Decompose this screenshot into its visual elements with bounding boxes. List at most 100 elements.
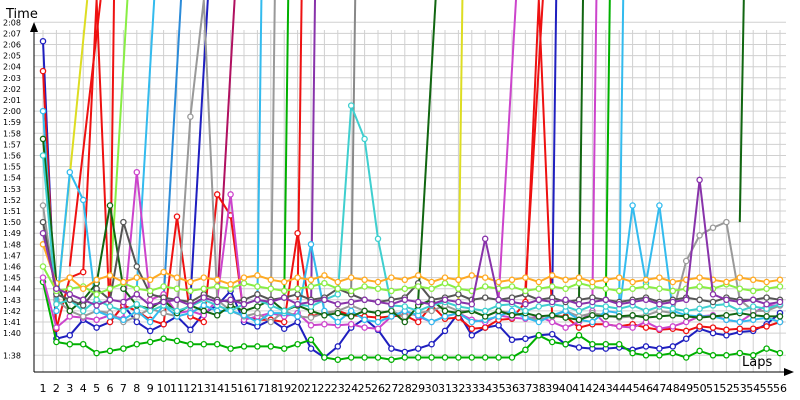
x-tick-label: 43	[599, 382, 613, 395]
data-point	[254, 283, 261, 290]
data-point	[227, 191, 234, 198]
data-point	[495, 296, 502, 304]
data-point	[280, 318, 288, 326]
data-point	[401, 318, 409, 326]
data-point	[294, 340, 301, 348]
data-point	[682, 307, 690, 315]
data-point	[187, 113, 194, 120]
data-point	[106, 285, 114, 292]
data-point	[361, 283, 368, 290]
series-lines	[39, 0, 784, 363]
data-point	[642, 352, 650, 359]
data-point	[39, 107, 47, 115]
data-point	[347, 320, 355, 328]
data-point	[495, 307, 502, 315]
spike-line	[109, 0, 115, 311]
data-point	[776, 283, 784, 290]
data-point	[575, 316, 583, 324]
data-point	[589, 318, 596, 326]
data-point	[736, 325, 744, 332]
data-point	[776, 318, 784, 326]
y-tick-label: 2:06	[3, 41, 21, 50]
data-point	[656, 300, 663, 308]
data-point	[334, 309, 342, 317]
spike-line	[269, 0, 276, 311]
data-point	[481, 307, 489, 315]
data-point	[240, 274, 248, 281]
data-point	[481, 283, 489, 290]
x-tick-label: 19	[277, 382, 291, 395]
data-point	[709, 313, 717, 320]
data-point	[133, 307, 141, 315]
data-point	[388, 307, 395, 315]
data-point	[749, 325, 757, 332]
data-point	[213, 191, 221, 198]
data-point	[763, 300, 770, 308]
data-point	[267, 298, 275, 306]
data-point	[629, 202, 636, 209]
data-point	[602, 285, 610, 292]
data-point	[589, 298, 596, 306]
data-point	[374, 285, 382, 292]
data-point	[656, 352, 663, 359]
data-point	[361, 307, 368, 315]
data-point	[602, 296, 610, 304]
data-point	[79, 196, 87, 204]
data-point	[615, 313, 623, 320]
data-point	[66, 313, 74, 320]
data-point	[656, 325, 663, 332]
data-point	[374, 309, 382, 317]
series-line-8	[39, 102, 784, 315]
x-tick-label: 40	[559, 382, 573, 395]
data-point	[106, 313, 114, 320]
data-point	[428, 300, 435, 308]
data-point	[441, 327, 449, 335]
data-point	[240, 343, 248, 350]
data-point	[709, 329, 717, 337]
data-point	[642, 307, 650, 315]
data-point	[280, 278, 288, 286]
data-point	[682, 313, 690, 320]
x-tick-label: 38	[532, 382, 546, 395]
data-point	[160, 335, 167, 342]
x-tick-label: 2	[53, 382, 60, 395]
data-point	[548, 283, 556, 290]
x-tick-label: 17	[250, 382, 264, 395]
data-point	[200, 294, 208, 301]
data-point	[709, 224, 717, 231]
data-point	[120, 298, 127, 306]
data-point	[227, 307, 234, 315]
x-tick-label: 50	[693, 382, 707, 395]
data-point	[294, 285, 301, 292]
data-point	[93, 324, 100, 331]
data-point	[374, 325, 382, 332]
x-tick-label: 22	[317, 382, 331, 395]
x-axis-arrow	[784, 368, 794, 376]
data-point	[455, 285, 462, 292]
data-point	[39, 135, 47, 143]
data-point	[294, 313, 301, 320]
data-point	[53, 300, 60, 308]
data-point	[602, 276, 610, 284]
data-point	[723, 312, 730, 319]
x-tick-label: 52	[719, 382, 733, 395]
data-point	[93, 276, 100, 284]
data-point	[79, 313, 87, 320]
data-point	[133, 274, 141, 281]
data-point	[548, 318, 556, 326]
data-point	[321, 296, 328, 304]
data-point	[321, 354, 328, 361]
data-point	[401, 348, 409, 356]
data-point	[361, 316, 368, 324]
data-point	[120, 278, 127, 286]
data-point	[133, 263, 141, 270]
x-tick-label: 21	[304, 382, 318, 395]
data-point	[173, 307, 181, 315]
data-point	[79, 296, 87, 304]
spike-line	[135, 0, 156, 289]
data-point	[39, 37, 47, 45]
data-point	[629, 349, 636, 357]
x-tick-label: 37	[518, 382, 532, 395]
data-point	[361, 296, 368, 304]
data-point	[589, 312, 596, 319]
